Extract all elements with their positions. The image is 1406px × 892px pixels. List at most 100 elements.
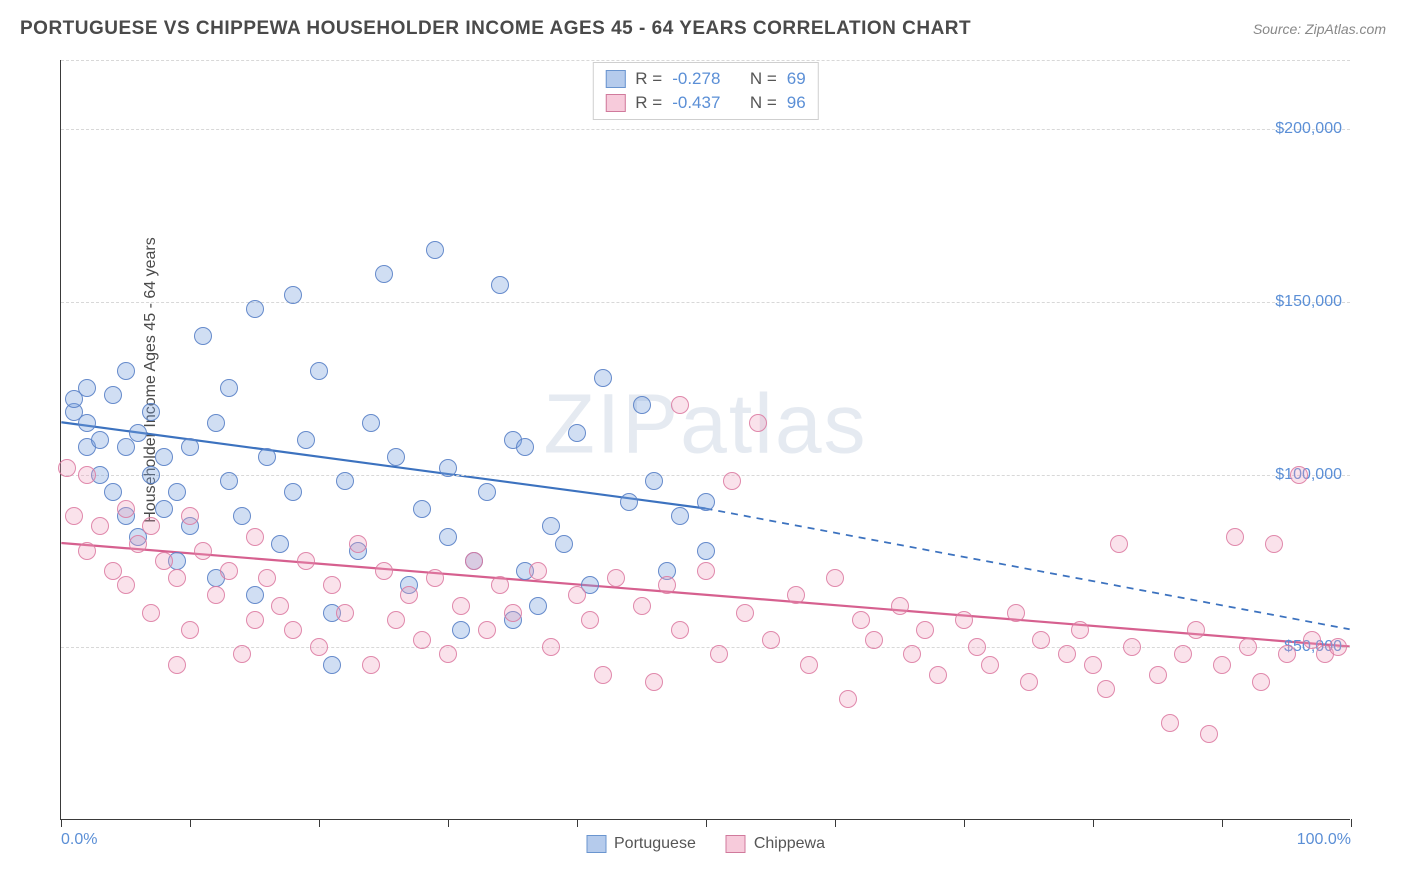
scatter-point-chippewa (310, 638, 328, 656)
scatter-point-chippewa (78, 542, 96, 560)
n-label: N = (750, 91, 777, 115)
scatter-point-chippewa (142, 517, 160, 535)
scatter-point-chippewa (916, 621, 934, 639)
scatter-point-chippewa (1020, 673, 1038, 691)
scatter-point-chippewa (645, 673, 663, 691)
scatter-point-chippewa (168, 569, 186, 587)
watermark: ZIPatlas (543, 376, 867, 473)
scatter-point-portuguese (491, 276, 509, 294)
y-tick-label: $100,000 (1275, 466, 1342, 484)
scatter-point-chippewa (220, 562, 238, 580)
scatter-point-portuguese (439, 528, 457, 546)
scatter-point-chippewa (284, 621, 302, 639)
scatter-point-chippewa (852, 611, 870, 629)
scatter-point-chippewa (529, 562, 547, 580)
gridline-h (61, 129, 1350, 130)
scatter-point-chippewa (1329, 638, 1347, 656)
x-tick (448, 819, 449, 827)
scatter-point-portuguese (413, 500, 431, 518)
legend-item-chippewa: Chippewa (726, 835, 825, 853)
x-tick (190, 819, 191, 827)
scatter-point-portuguese (246, 300, 264, 318)
watermark-atlas: atlas (680, 377, 867, 471)
scatter-point-portuguese (155, 448, 173, 466)
scatter-point-portuguese (117, 362, 135, 380)
x-tick (1222, 819, 1223, 827)
scatter-point-portuguese (323, 656, 341, 674)
scatter-point-portuguese (633, 396, 651, 414)
scatter-point-chippewa (1174, 645, 1192, 663)
trend-lines (61, 60, 1350, 819)
x-tick (964, 819, 965, 827)
scatter-point-portuguese (645, 472, 663, 490)
scatter-point-portuguese (129, 424, 147, 442)
title-bar: PORTUGUESE VS CHIPPEWA HOUSEHOLDER INCOM… (20, 18, 1386, 40)
scatter-point-chippewa (375, 562, 393, 580)
scatter-point-chippewa (1149, 666, 1167, 684)
scatter-point-portuguese (284, 286, 302, 304)
scatter-point-portuguese (568, 424, 586, 442)
scatter-point-portuguese (220, 472, 238, 490)
scatter-point-chippewa (839, 690, 857, 708)
scatter-point-chippewa (246, 528, 264, 546)
x-tick (835, 819, 836, 827)
scatter-point-portuguese (78, 379, 96, 397)
scatter-point-chippewa (1187, 621, 1205, 639)
scatter-point-chippewa (168, 656, 186, 674)
scatter-point-portuguese (220, 379, 238, 397)
scatter-point-chippewa (1161, 714, 1179, 732)
scatter-point-portuguese (516, 438, 534, 456)
scatter-point-portuguese (207, 414, 225, 432)
scatter-point-chippewa (491, 576, 509, 594)
scatter-point-chippewa (233, 645, 251, 663)
gridline-h (61, 647, 1350, 648)
n-label: N = (750, 67, 777, 91)
scatter-point-portuguese (194, 327, 212, 345)
scatter-point-portuguese (258, 448, 276, 466)
scatter-point-chippewa (78, 466, 96, 484)
scatter-point-chippewa (465, 552, 483, 570)
scatter-point-portuguese (168, 483, 186, 501)
scatter-point-chippewa (117, 576, 135, 594)
r-label: R = (635, 67, 662, 91)
legend-label-chippewa: Chippewa (754, 835, 825, 853)
watermark-zip: ZIP (543, 377, 680, 471)
scatter-point-portuguese (529, 597, 547, 615)
chart-container: PORTUGUESE VS CHIPPEWA HOUSEHOLDER INCOM… (0, 0, 1406, 892)
x-tick (1351, 819, 1352, 827)
x-tick (1093, 819, 1094, 827)
scatter-point-portuguese (387, 448, 405, 466)
scatter-point-chippewa (968, 638, 986, 656)
scatter-point-chippewa (1200, 725, 1218, 743)
scatter-point-chippewa (349, 535, 367, 553)
scatter-point-chippewa (362, 656, 380, 674)
scatter-point-chippewa (155, 552, 173, 570)
scatter-point-portuguese (91, 431, 109, 449)
scatter-point-chippewa (181, 621, 199, 639)
scatter-point-chippewa (542, 638, 560, 656)
scatter-point-chippewa (929, 666, 947, 684)
scatter-point-chippewa (981, 656, 999, 674)
legend-label-portuguese: Portuguese (614, 835, 696, 853)
scatter-point-portuguese (594, 369, 612, 387)
scatter-point-chippewa (387, 611, 405, 629)
scatter-point-chippewa (323, 576, 341, 594)
x-tick-label: 0.0% (61, 831, 97, 849)
scatter-point-chippewa (658, 576, 676, 594)
x-tick (61, 819, 62, 827)
x-tick (319, 819, 320, 827)
scatter-point-portuguese (233, 507, 251, 525)
x-tick (577, 819, 578, 827)
gridline-h (61, 60, 1350, 61)
y-tick-label: $200,000 (1275, 120, 1342, 138)
scatter-point-portuguese (697, 493, 715, 511)
plot-area: ZIPatlas R = -0.278 N = 69 R = -0.437 N … (60, 60, 1350, 820)
scatter-point-portuguese (104, 386, 122, 404)
scatter-point-chippewa (181, 507, 199, 525)
scatter-point-chippewa (1213, 656, 1231, 674)
scatter-point-chippewa (1110, 535, 1128, 553)
n-value-1: 69 (787, 67, 806, 91)
scatter-point-chippewa (413, 631, 431, 649)
scatter-point-chippewa (1252, 673, 1270, 691)
scatter-point-chippewa (65, 507, 83, 525)
